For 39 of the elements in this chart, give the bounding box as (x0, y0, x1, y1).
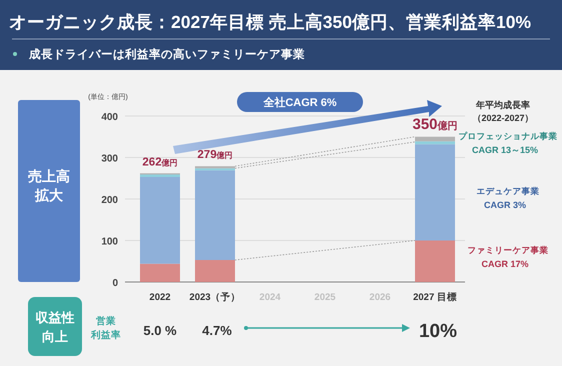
x-tick-label: 2027 目標 (413, 291, 457, 303)
series-label: ファミリーケア事業 (468, 245, 548, 255)
text: エデュケア事業 (476, 186, 540, 196)
bar (195, 260, 235, 282)
bar (140, 264, 180, 282)
text: 利益率 (90, 329, 121, 341)
text: （2022-2027） (472, 113, 534, 123)
text: CAGR 3% (484, 200, 526, 210)
text: 10% (418, 321, 458, 342)
x-tick-label: 2023（予） (189, 291, 241, 303)
chart-subtitle: 成長ドライバーは利益率の高いファミリーケア事業 (28, 47, 305, 61)
series-label: プロフェッショナル事業 (458, 131, 558, 141)
bar (415, 240, 455, 282)
bar (195, 170, 235, 260)
total-label: 279億円 (197, 149, 233, 162)
text: 年平均成長率 (475, 100, 530, 110)
y-tick-label: 200 (101, 195, 118, 206)
total-label: 350億円 (412, 116, 458, 133)
y-tick-label: 100 (101, 236, 118, 248)
text: 向上 (42, 329, 68, 344)
chart-title: オーガニック成長：2027年目標 売上高350億円、営業利益率10% (9, 12, 532, 32)
text: CAGR 17% (481, 259, 529, 269)
text: 拡大 (34, 187, 64, 203)
bar (415, 136, 455, 142)
text: 営業 (96, 315, 116, 327)
x-tick-label: 2022 (149, 292, 171, 303)
y-tick-label: 300 (101, 154, 118, 164)
total-label: 262億円 (142, 156, 178, 168)
text: 4.7% (202, 323, 232, 338)
text: 全社CAGR 6% (262, 96, 337, 109)
y-tick-label: 0 (112, 278, 118, 289)
bar (140, 174, 180, 178)
text: CAGR 13～15% (472, 145, 538, 155)
bar (415, 144, 455, 240)
text: 売上高 (28, 168, 70, 184)
y-tick-label: 400 (101, 112, 118, 123)
text: 5.0 % (143, 323, 178, 338)
text: 収益性 (36, 310, 74, 325)
bar (140, 177, 180, 264)
